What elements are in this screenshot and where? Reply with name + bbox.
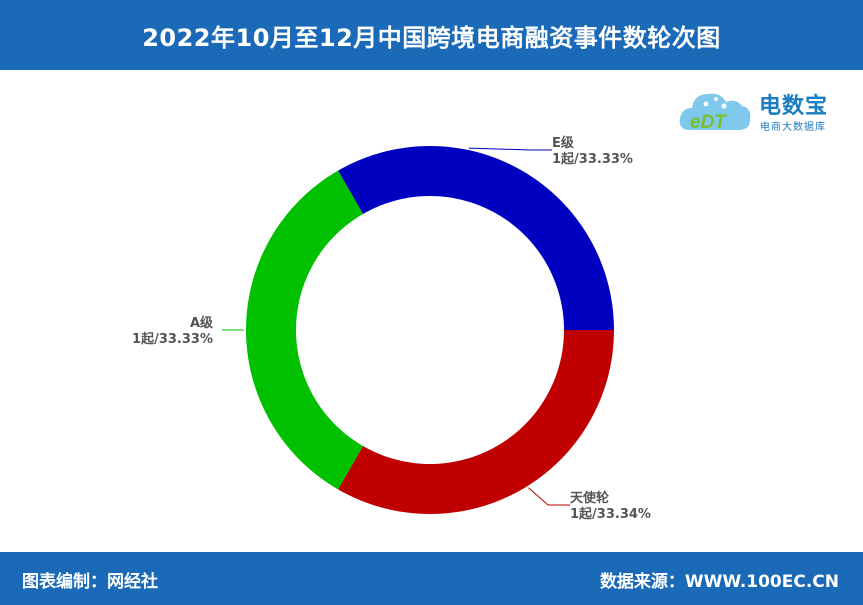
footer-credit: 图表编制：网经社 (22, 572, 158, 592)
footer: 图表编制：网经社 数据来源：WWW.100EC.CN (0, 552, 863, 605)
slice-value-label: 1起/33.33% (132, 331, 213, 347)
leader-line (528, 487, 570, 506)
logo-mark: eDT (690, 112, 727, 133)
donut-slice (338, 330, 614, 514)
donut-slice (246, 170, 363, 490)
cloud-logo-icon: eDT (679, 93, 751, 133)
slice-value-label: 1起/33.34% (570, 506, 651, 522)
slice-value-label: 1起/33.33% (552, 151, 633, 167)
slice-name-label: E级 (552, 135, 575, 151)
footer-source: 数据来源：WWW.100EC.CN (599, 572, 839, 592)
logo-subtitle: 电商大数据库 (760, 122, 826, 133)
slice-name-label: 天使轮 (570, 490, 609, 506)
slice-name-label: A级 (190, 315, 214, 331)
chart-area: E级 1起/33.33% 天使轮 1起/33.34% A级 1起/33.33% eDT 电… (0, 70, 863, 552)
chart-title: 2022年10月至12月中国跨境电商融资事件数轮次图 (0, 0, 863, 70)
leader-line (468, 147, 552, 151)
donut-slice (338, 146, 614, 330)
logo: eDT 电数宝 电商大数据库 (676, 84, 856, 144)
logo-name: 电数宝 (759, 94, 829, 119)
